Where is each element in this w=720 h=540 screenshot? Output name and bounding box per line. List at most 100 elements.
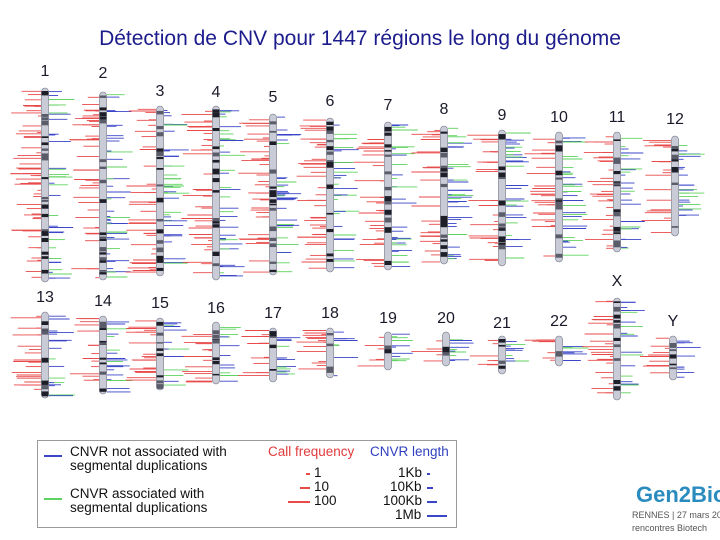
chromosome-label: 11 <box>609 109 626 126</box>
chromosome-band <box>498 136 506 140</box>
chromosome-band <box>555 177 563 180</box>
chromosome-band <box>555 253 563 258</box>
chromosome-label: 19 <box>379 310 397 327</box>
chromosome-band <box>41 380 49 385</box>
chromosome-band <box>498 212 506 217</box>
chromosome-band <box>613 212 621 217</box>
chromosome-band <box>212 373 220 376</box>
chromosome-label: 12 <box>666 111 684 128</box>
chromosome-band <box>41 213 49 218</box>
chromosome-9: 9 <box>467 107 531 267</box>
chromosome-band <box>671 146 679 149</box>
chromosome-band <box>99 95 107 98</box>
chromosome-band <box>384 186 392 191</box>
freq-100-swatch <box>288 501 310 503</box>
chromosome-band <box>156 240 164 244</box>
chromosome-band <box>498 166 506 171</box>
chromosome-band <box>669 367 677 370</box>
chromosome-10: 10 <box>524 109 589 263</box>
chromosome-band <box>41 357 49 363</box>
chromosome-7: 7 <box>353 97 418 271</box>
chromosome-band <box>440 234 448 238</box>
chromosome-band <box>41 148 49 151</box>
legend-box: CNVR not associated with segmental dupli… <box>37 440 457 528</box>
chromosome-band <box>269 369 277 371</box>
chromosome-label: 8 <box>440 101 449 118</box>
chromosome-band <box>41 177 49 180</box>
chromosome-label: 16 <box>207 300 225 317</box>
chromosome-body <box>269 327 277 383</box>
chromosome-band <box>498 365 506 369</box>
chromosome-label: 10 <box>550 109 568 126</box>
chromosome-band <box>156 267 164 271</box>
chromosome-14: 14 <box>70 293 133 395</box>
chromosome-band <box>212 146 220 150</box>
chromosome-band <box>212 251 220 256</box>
chromosome-band <box>41 153 49 157</box>
chromosome-band <box>440 252 448 257</box>
chromosome-band <box>442 347 450 353</box>
chromosome-15: 15 <box>125 295 190 391</box>
chromosome-band <box>269 237 277 241</box>
chromosome-band <box>326 187 334 189</box>
chromosome-band <box>555 200 563 203</box>
chromosome-band <box>156 126 164 130</box>
chromosome-band <box>269 261 277 264</box>
chromosome-20: 20 <box>411 310 474 367</box>
chromosome-label: 18 <box>321 305 339 322</box>
len-1mb-swatch <box>427 515 447 517</box>
chromosome-band <box>384 154 392 157</box>
chromosome-label: 2 <box>99 65 108 82</box>
chromosome-18: 18 <box>296 305 358 379</box>
chromosome-band <box>613 320 621 323</box>
chromosome-band <box>671 147 679 152</box>
chromosome-6: 6 <box>296 93 360 273</box>
chromosome-band <box>440 168 448 172</box>
chromosome-band <box>326 259 334 262</box>
chromosome-band <box>156 255 164 261</box>
chromosome-band <box>498 360 506 364</box>
chromosome-band <box>498 244 506 250</box>
chromosome-band <box>671 154 679 160</box>
chromosome-band <box>326 139 334 143</box>
chromosome-label: 17 <box>264 305 282 322</box>
chromosome-band <box>613 243 621 248</box>
chromosome-band <box>613 380 621 384</box>
chromosome-band <box>269 344 277 349</box>
chromosome-22: 22 <box>524 313 589 367</box>
len-10kb-swatch <box>427 487 433 489</box>
chromosome-band <box>326 367 334 371</box>
chromosome-12: 12 <box>641 111 705 237</box>
chromosome-band <box>156 375 164 378</box>
chromosome-band <box>212 171 220 175</box>
not-associated-label-2: segmental duplications <box>70 458 208 473</box>
chromosome-band <box>613 159 621 164</box>
chromosome-band <box>41 256 49 259</box>
freq-10-swatch <box>300 487 310 489</box>
chromosome-band <box>156 384 164 389</box>
chromosome-band <box>156 332 164 336</box>
len-1kb-swatch <box>427 473 430 475</box>
chromosome-x: X <box>582 273 645 401</box>
chromosome-band <box>613 182 621 186</box>
chromosome-band <box>498 200 506 206</box>
chromosome-band <box>212 263 220 267</box>
chromosome-band <box>326 253 334 257</box>
associated-swatch <box>44 498 62 500</box>
chromosome-band <box>41 229 49 233</box>
chromosome-band <box>41 391 49 397</box>
chromosome-body <box>555 335 563 367</box>
chromosome-band <box>613 314 621 319</box>
chromosome-band <box>326 160 334 162</box>
chromosome-2: 2 <box>69 65 133 281</box>
chromosome-body <box>326 117 334 273</box>
chromosome-band <box>99 239 107 241</box>
chromosome-band <box>613 228 621 231</box>
chromosome-band <box>671 226 679 228</box>
chromosome-band <box>99 257 107 261</box>
chromosome-band <box>156 197 164 203</box>
chromosome-band <box>384 132 392 136</box>
chromosome-band <box>269 169 277 174</box>
chromosome-band <box>384 196 392 202</box>
chromosome-band <box>555 205 563 210</box>
